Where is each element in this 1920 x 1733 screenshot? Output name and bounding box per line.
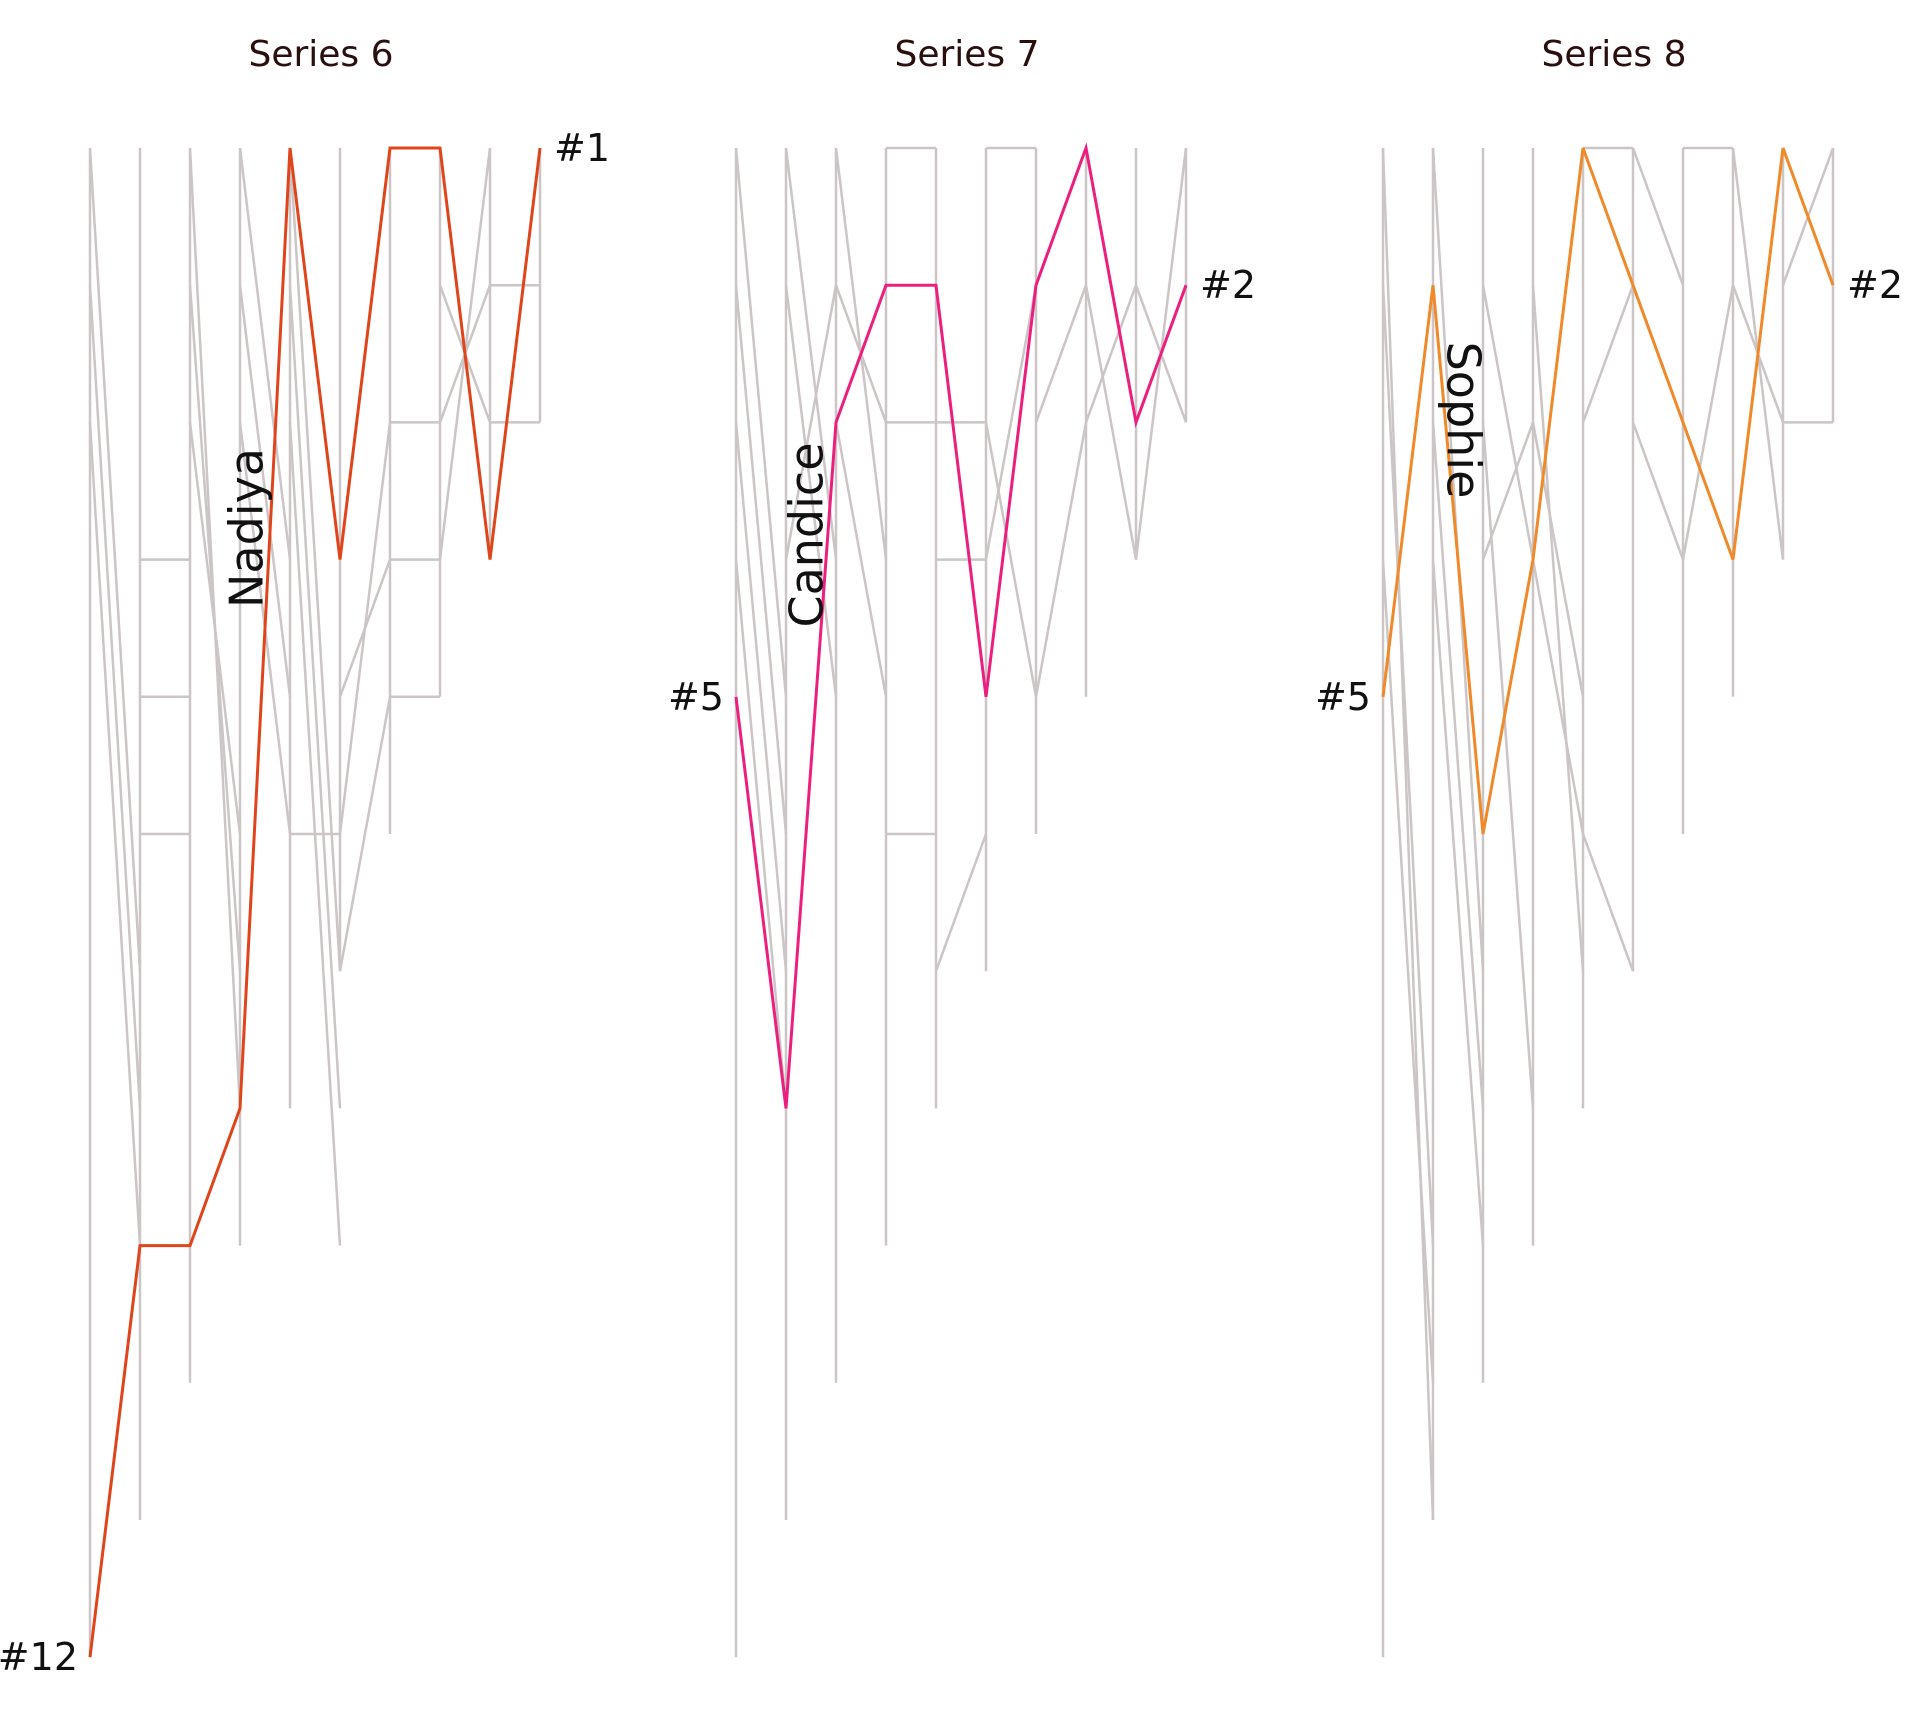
background-contestant-line (734, 147, 788, 697)
background-contestant-line (338, 422, 392, 835)
winner-line (1381, 147, 1835, 835)
end-rank-label: #2 (1200, 263, 1256, 307)
start-rank-label: #5 (1315, 675, 1371, 719)
background-contestant-line (1084, 284, 1138, 560)
background-contestant-line (1381, 559, 1435, 1383)
background-contestant-line (1381, 285, 1435, 1246)
background-contestant-line (238, 147, 292, 560)
start-rank-label: #5 (668, 675, 724, 719)
background-contestant-line (1034, 422, 1088, 698)
background-contestant-line (88, 422, 142, 1246)
background-contestant-line (1581, 284, 1635, 423)
background-contestant-line (784, 147, 838, 560)
background-contestant-line (1531, 285, 1585, 972)
background-contestant-line (1431, 422, 1485, 1109)
background-contestant-line (1681, 284, 1735, 560)
background-contestant-line (784, 285, 838, 697)
background-contestant-line (1531, 422, 1585, 698)
background-contestant-line (734, 422, 788, 972)
background-contestant-line (288, 285, 342, 1109)
background-contestant-line (984, 284, 1038, 560)
background-contestant-line (88, 285, 142, 1109)
panel-title: Series 6 (248, 34, 393, 75)
background-contestant-line (1631, 147, 1685, 286)
background-contestant-line (734, 285, 788, 835)
background-contestant-line (88, 147, 142, 972)
background-contestant-line (288, 422, 342, 1246)
background-contestant-line (188, 422, 242, 835)
background-contestant-line (984, 422, 1038, 698)
panel-title: Series 8 (1541, 34, 1686, 75)
background-contestant-line (1381, 147, 1435, 1521)
background-contestant-line (734, 559, 788, 1109)
winner-name-label: Candice (780, 442, 834, 627)
background-contestant-line (1631, 421, 1685, 561)
background-contestant-line (1581, 833, 1635, 972)
winner-line (88, 146, 542, 1658)
background-contestant-line (1481, 284, 1535, 560)
winner-name-label: Nadiya (220, 448, 274, 608)
background-contestant-line (1431, 559, 1485, 1246)
panel-title: Series 7 (894, 34, 1039, 75)
background-contestant-line (1531, 559, 1585, 835)
background-contestant-line (338, 696, 392, 972)
background-contestant-line (238, 285, 292, 697)
end-rank-label: #1 (554, 126, 610, 170)
background-contestant-line (934, 833, 988, 972)
start-rank-label: #12 (0, 1635, 78, 1679)
background-contestant-line (288, 147, 342, 972)
winner-name-label: Sophie (1437, 342, 1491, 499)
background-contestant-line (1084, 284, 1138, 423)
background-contestant-line (784, 284, 838, 560)
background-contestant-line (1481, 421, 1535, 561)
end-rank-label: #2 (1847, 263, 1903, 307)
background-contestant-line (834, 422, 888, 698)
background-contestant-line (1034, 284, 1088, 423)
winner-line (734, 142, 1188, 1109)
